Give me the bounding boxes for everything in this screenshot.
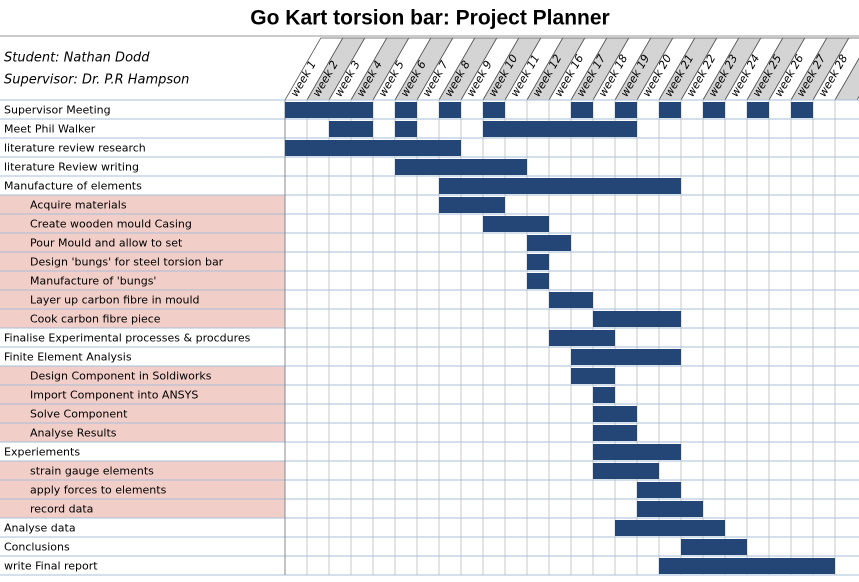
- sub-task-shade: [0, 214, 285, 233]
- task-bar: [571, 368, 615, 384]
- task-bar: [681, 539, 747, 555]
- task-name: apply forces to elements: [30, 484, 167, 497]
- task-name: literature review research: [4, 142, 146, 155]
- task-bar: [439, 102, 461, 118]
- task-name: Experiements: [4, 446, 80, 459]
- sub-task-shade: [0, 195, 285, 214]
- sub-task-shade: [0, 271, 285, 290]
- task-name: Manufacture of elements: [4, 180, 142, 193]
- task-name: Solve Component: [30, 408, 128, 421]
- task-bar: [483, 121, 637, 137]
- task-name: Analyse data: [4, 522, 76, 535]
- task-name: record data: [30, 503, 93, 516]
- task-bar: [483, 216, 549, 232]
- task-bar: [637, 501, 703, 517]
- sub-task-shade: [0, 252, 285, 271]
- sub-task-shade: [0, 423, 285, 442]
- task-bar: [791, 102, 813, 118]
- task-bar: [285, 102, 373, 118]
- task-name: Design 'bungs' for steel torsion bar: [30, 256, 224, 269]
- task-name: Supervisor Meeting: [4, 104, 111, 117]
- task-name: Design Component in Soldiworks: [30, 370, 212, 383]
- task-bar: [549, 330, 615, 346]
- sub-task-shade: [0, 233, 285, 252]
- task-bar: [703, 102, 725, 118]
- task-name: Meet Phil Walker: [4, 123, 96, 136]
- student: Student: Nathan Dodd: [4, 51, 150, 66]
- sub-task-shade: [0, 461, 285, 480]
- task-bar: [593, 425, 637, 441]
- task-bar: [329, 121, 373, 137]
- task-bar: [549, 292, 593, 308]
- task-bar: [527, 235, 571, 251]
- task-name: Analyse Results: [30, 427, 117, 440]
- sub-task-shade: [0, 385, 285, 404]
- task-bar: [395, 159, 527, 175]
- task-bar: [439, 197, 505, 213]
- task-name: Acquire materials: [30, 199, 127, 212]
- sub-task-shade: [0, 366, 285, 385]
- task-name: Create wooden mould Casing: [30, 218, 192, 231]
- task-name: Cook carbon fibre piece: [30, 313, 161, 326]
- sub-task-shade: [0, 404, 285, 423]
- task-bar: [527, 254, 549, 270]
- task-bar: [593, 463, 659, 479]
- task-bar: [593, 387, 615, 403]
- task-bar: [571, 102, 593, 118]
- task-bar: [615, 102, 637, 118]
- task-bar: [285, 140, 461, 156]
- task-name: Finite Element Analysis: [4, 351, 132, 364]
- task-bar: [395, 121, 417, 137]
- sub-task-shade: [0, 499, 285, 518]
- task-name: strain gauge elements: [30, 465, 154, 478]
- task-bar: [571, 349, 681, 365]
- task-name: Import Component into ANSYS: [30, 389, 198, 402]
- task-bar: [593, 444, 681, 460]
- sub-task-shade: [0, 480, 285, 499]
- task-bar: [659, 102, 681, 118]
- task-bar: [615, 520, 725, 536]
- task-name: Layer up carbon fibre in mould: [30, 294, 200, 307]
- task-bar: [439, 178, 681, 194]
- sub-task-shade: [0, 309, 285, 328]
- task-name: Manufacture of 'bungs': [30, 275, 156, 288]
- supervisor: Supervisor: Dr. P.R Hampson: [4, 73, 189, 88]
- task-name: literature Review writing: [4, 161, 139, 174]
- task-bar: [593, 406, 637, 422]
- task-name: Finalise Experimental processes & procdu…: [4, 332, 251, 345]
- task-bar: [659, 558, 835, 574]
- task-name: write Final report: [4, 560, 98, 573]
- title: Go Kart torsion bar: Project Planner: [250, 7, 609, 30]
- task-name: Conclusions: [4, 541, 70, 554]
- task-bar: [527, 273, 549, 289]
- task-name: Pour Mould and allow to set: [30, 237, 183, 250]
- task-bar: [593, 311, 681, 327]
- task-bar: [483, 102, 505, 118]
- sub-task-shade: [0, 290, 285, 309]
- task-bar: [637, 482, 681, 498]
- task-bar: [747, 102, 769, 118]
- task-bar: [395, 102, 417, 118]
